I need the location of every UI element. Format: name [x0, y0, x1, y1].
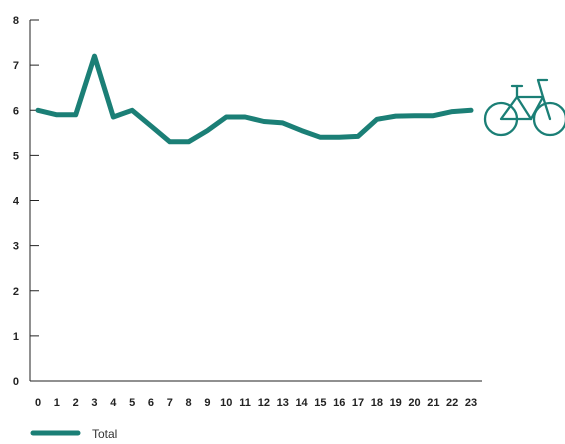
data-point [469, 108, 474, 113]
x-tick-label: 10 [220, 397, 232, 409]
legend-label-total: Total [92, 427, 117, 439]
data-point [431, 113, 436, 118]
data-point [111, 115, 116, 120]
x-tick-label: 18 [371, 397, 383, 409]
data-point [167, 139, 172, 144]
y-tick-label: 3 [13, 241, 19, 253]
series-line-total [35, 53, 474, 145]
x-tick-label: 11 [239, 397, 251, 409]
x-tick-label: 20 [408, 397, 420, 409]
data-point [36, 108, 41, 113]
x-tick-label: 8 [186, 397, 192, 409]
y-tick-label: 8 [13, 15, 19, 27]
data-point [224, 115, 229, 120]
x-tick-label: 9 [204, 397, 210, 409]
data-point [280, 120, 285, 125]
x-tick-label: 4 [110, 397, 117, 409]
data-point [130, 108, 135, 113]
y-tick-label: 0 [13, 376, 19, 388]
x-tick-label: 14 [295, 397, 308, 409]
data-point [73, 112, 78, 117]
data-point [374, 117, 379, 122]
x-tick-label: 21 [427, 397, 439, 409]
y-tick-label: 4 [13, 196, 20, 208]
data-point [261, 119, 266, 124]
y-tick-label: 1 [13, 331, 19, 343]
x-tick-label: 1 [54, 397, 60, 409]
data-point [243, 115, 248, 120]
y-tick-label: 5 [13, 150, 19, 162]
y-tick-label: 7 [13, 60, 19, 72]
y-axis: 0 1 2 3 4 5 6 7 8 [13, 15, 39, 388]
x-tick-label: 12 [258, 397, 270, 409]
x-tick-label: 3 [91, 397, 97, 409]
data-point [412, 113, 417, 118]
data-point [337, 135, 342, 140]
x-tick-label: 7 [167, 397, 173, 409]
x-tick-label: 2 [73, 397, 79, 409]
x-tick-label: 13 [277, 397, 289, 409]
data-point [299, 128, 304, 133]
data-point [205, 128, 210, 133]
data-point [393, 114, 398, 119]
x-tick-label: 22 [446, 397, 458, 409]
y-tick-label: 6 [13, 105, 19, 117]
x-tick-label: 5 [129, 397, 135, 409]
x-tick-label: 0 [35, 397, 41, 409]
x-tick-label: 6 [148, 397, 154, 409]
x-tick-label: 15 [314, 397, 326, 409]
data-point [318, 135, 323, 140]
data-point [186, 139, 191, 144]
x-tick-label: 19 [390, 397, 402, 409]
x-tick-label: 17 [352, 397, 364, 409]
data-point [450, 109, 455, 114]
series-layer [35, 53, 474, 145]
y-tick-label: 2 [13, 286, 19, 298]
legend: Total [30, 427, 117, 441]
x-tick-label: 23 [465, 397, 477, 409]
x-axis: 0 1 2 3 4 5 6 7 8 9 10 11 12 13 14 15 16 17 18 19 20 21 22 23 [30, 380, 482, 409]
bicycle-icon [483, 78, 565, 137]
data-point [54, 112, 59, 117]
data-point [356, 134, 361, 139]
x-tick-label: 16 [333, 397, 345, 409]
data-point [92, 54, 97, 59]
data-point [148, 124, 153, 129]
